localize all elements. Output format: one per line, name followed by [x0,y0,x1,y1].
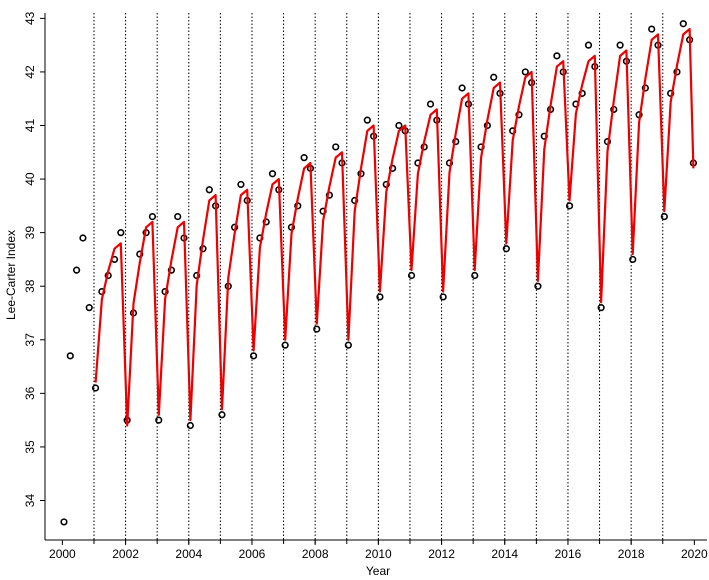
y-tick-label: 40 [23,172,37,186]
observed-point [439,293,447,301]
observed-point [155,416,163,424]
y-tick-label: 37 [23,333,37,347]
x-tick-label: 2000 [49,547,76,561]
x-tick-label: 2014 [491,547,518,561]
observed-point [148,212,157,221]
observed-point [363,116,371,124]
observed-point [268,170,277,178]
x-tick-label: 2012 [428,547,455,561]
x-axis-label: Year [366,564,390,578]
observed-point [471,271,479,280]
observed-point [565,202,574,210]
observed-point [218,411,226,419]
x-tick-label: 2010 [365,547,392,561]
observed-point [85,304,93,312]
observed-point [458,84,466,92]
x-tick-label: 2006 [239,547,266,561]
observed-point [490,73,498,81]
observed-point [344,341,352,349]
observed-point [660,212,668,221]
y-tick-label: 35 [23,440,37,454]
x-tick-label: 2004 [175,547,202,561]
x-tick-label: 2020 [681,547,708,561]
observed-point [237,180,245,189]
observed-point [60,518,68,526]
fitted-line [94,28,695,427]
observed-point [300,154,308,162]
y-tick-label: 36 [23,386,37,400]
observed-point [205,186,213,194]
observed-point [534,282,542,290]
x-tick-label: 2002 [112,547,139,561]
observed-point [629,255,637,264]
observed-point [351,196,359,205]
observed-point [502,245,510,253]
y-tick-label: 43 [23,11,37,25]
observed-point [407,271,416,280]
y-tick-label: 39 [23,226,37,240]
observed-point [445,159,454,167]
observed-point [332,143,340,151]
observed-point [679,20,687,28]
observed-point [249,352,258,360]
x-tick-label: 2016 [555,547,582,561]
observed-point [648,25,656,33]
x-tick-label: 2008 [302,547,329,561]
observed-point [79,234,87,242]
y-tick-label: 38 [23,279,37,293]
observed-point [313,325,321,333]
observed-point [66,352,74,360]
observed-point [553,52,561,60]
observed-point [72,266,81,274]
observed-point [376,293,384,301]
observed-point [117,229,125,237]
x-tick-label: 2018 [618,547,645,561]
observed-point [281,341,289,349]
y-tick-label: 42 [23,65,37,79]
y-axis-label: Lee-Carter Index [4,230,18,320]
observed-point [521,68,529,76]
y-tick-label: 34 [23,494,37,508]
y-tick-label: 41 [23,119,37,133]
observed-point [426,100,435,108]
observed-point [395,121,403,130]
observed-point [597,304,605,312]
observed-point [616,41,624,49]
observed-point [91,384,100,392]
observed-point [174,212,182,221]
observed-point [186,421,194,430]
observed-point [584,41,593,49]
